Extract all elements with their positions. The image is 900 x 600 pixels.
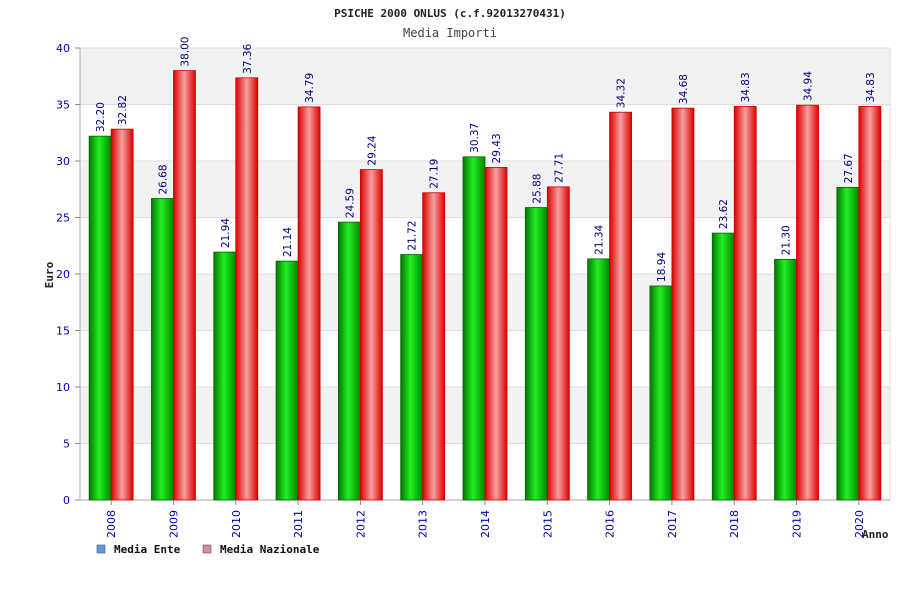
- data-label: 34.83: [865, 72, 877, 102]
- data-label: 21.34: [594, 224, 606, 254]
- data-label: 21.72: [407, 221, 419, 251]
- data-label: 30.37: [469, 123, 481, 153]
- legend-swatch: [96, 544, 106, 554]
- data-label: 37.36: [242, 43, 254, 73]
- bar-media-ente-2017: [649, 285, 673, 501]
- data-label: 21.94: [220, 218, 232, 248]
- data-label: 25.88: [531, 173, 543, 203]
- bar-media-ente-2019: [774, 258, 797, 501]
- bar-media-nazionale-2017: [671, 107, 695, 501]
- x-tick-label: 2012: [354, 510, 367, 538]
- chart-title: PSICHE 2000 ONLUS (c.f.92013270431): [334, 7, 566, 20]
- legend-label: Media Ente: [114, 543, 181, 556]
- bar-media-nazionale-2013: [422, 192, 446, 501]
- data-label: 34.32: [616, 78, 628, 108]
- data-label: 23.62: [718, 199, 730, 229]
- data-label: 26.68: [157, 164, 169, 194]
- chart-subtitle: Media Importi: [403, 26, 497, 40]
- grid-band: [80, 48, 890, 105]
- bar-media-nazionale-2019: [796, 104, 819, 501]
- x-axis-ticks: 2008 2009 2010 2011 2012 2013 2014 2015 2016 2017…: [105, 500, 866, 538]
- data-label: 32.82: [117, 95, 129, 125]
- legend-label: Media Nazionale: [220, 543, 320, 556]
- bar-media-nazionale-2015: [546, 186, 570, 501]
- y-tick-label: 35: [56, 99, 70, 112]
- legend-swatch: [202, 544, 212, 554]
- data-label: 29.43: [491, 133, 503, 163]
- x-tick-label: 2008: [105, 510, 118, 538]
- bar-media-ente-2014: [462, 156, 486, 501]
- y-tick-label: 5: [63, 438, 70, 451]
- bar-media-nazionale-2008: [110, 128, 134, 501]
- x-tick-label: 2014: [479, 510, 492, 538]
- x-tick-label: 2017: [666, 510, 679, 538]
- bar-media-ente-2009: [151, 198, 174, 501]
- bar-media-ente-2012: [337, 221, 361, 501]
- data-label: 38.00: [179, 37, 191, 67]
- bar-media-nazionale-2020: [858, 106, 882, 501]
- data-label: 34.79: [304, 73, 316, 103]
- bar-media-nazionale-2011: [297, 106, 321, 501]
- bars: [88, 70, 882, 501]
- y-tick-label: 20: [56, 268, 70, 281]
- data-labels: 32.20 32.82 26.68 38.00 21.94 37.36 21.14 34.79…: [95, 37, 877, 282]
- legend: Media Ente Media Nazionale: [96, 543, 320, 556]
- bar-media-ente-2010: [213, 251, 237, 501]
- y-axis-label: Euro: [43, 261, 56, 288]
- data-label: 18.94: [656, 252, 668, 282]
- bar-media-nazionale-2009: [173, 70, 196, 501]
- x-tick-label: 2011: [292, 510, 305, 538]
- x-tick-label: 2019: [791, 510, 804, 538]
- data-label: 27.67: [843, 153, 855, 183]
- data-label: 32.20: [95, 102, 107, 132]
- data-label: 34.94: [803, 71, 815, 101]
- bar-media-ente-2013: [400, 254, 424, 501]
- data-label: 34.68: [678, 74, 690, 104]
- bar-media-ente-2016: [587, 258, 611, 501]
- x-tick-label: 2009: [167, 510, 180, 538]
- y-tick-label: 30: [56, 155, 70, 168]
- bar-media-nazionale-2018: [733, 106, 757, 501]
- y-tick-label: 40: [56, 42, 70, 55]
- bar-media-ente-2018: [711, 232, 735, 501]
- y-tick-label: 10: [56, 381, 70, 394]
- y-axis-ticks: 0 5 10 15 20 25 30 35 40: [56, 42, 80, 507]
- x-tick-label: 2013: [417, 510, 430, 538]
- x-tick-label: 2016: [604, 510, 617, 538]
- data-label: 21.14: [282, 227, 294, 257]
- data-label: 21.30: [781, 225, 793, 255]
- x-tick-label: 2020: [853, 510, 866, 538]
- y-tick-label: 15: [56, 325, 70, 338]
- data-label: 34.83: [740, 72, 752, 102]
- bar-media-ente-2008: [88, 135, 112, 501]
- y-tick-label: 0: [63, 494, 70, 507]
- bar-media-nazionale-2014: [484, 167, 508, 501]
- x-tick-label: 2015: [541, 510, 554, 538]
- bar-media-nazionale-2016: [609, 111, 633, 501]
- x-axis-label: Anno: [862, 528, 889, 541]
- data-label: 29.24: [366, 135, 378, 165]
- bar-media-ente-2020: [836, 186, 860, 501]
- x-tick-label: 2010: [230, 510, 243, 538]
- x-tick-label: 2018: [728, 510, 741, 538]
- bar-media-nazionale-2012: [359, 169, 383, 501]
- bar-media-ente-2011: [275, 260, 299, 501]
- data-label: 27.71: [553, 153, 565, 183]
- y-tick-label: 25: [56, 212, 70, 225]
- bar-media-nazionale-2010: [235, 77, 259, 501]
- bar-media-ente-2015: [524, 207, 548, 501]
- data-label: 24.59: [344, 188, 356, 218]
- data-label: 27.19: [429, 159, 441, 189]
